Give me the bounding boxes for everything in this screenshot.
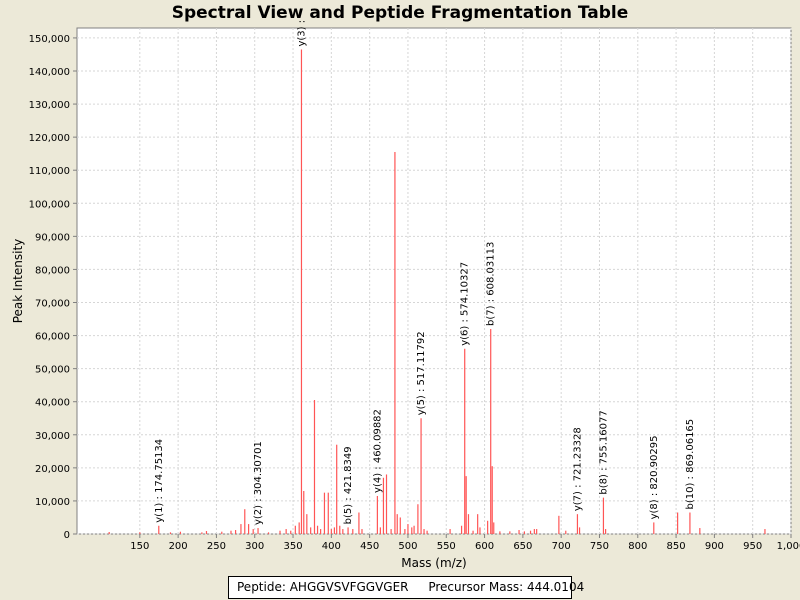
x-tick-label: 150 <box>130 541 149 552</box>
x-tick-label: 650 <box>513 541 532 552</box>
peak-annotation-label: y(7) : 721.23328 <box>572 427 583 511</box>
y-tick-label: 50,000 <box>35 365 70 376</box>
peak-annotation-label: y(2) : 304.30701 <box>253 441 264 525</box>
peak-annotation-label: b(7) : 608.03113 <box>486 242 497 326</box>
x-tick-label: 850 <box>667 541 686 552</box>
grid-lines <box>77 28 792 535</box>
peptide-info-box: Peptide: AHGGVSVFGGVGER Precursor Mass: … <box>228 576 584 599</box>
y-tick-label: 60,000 <box>35 332 70 343</box>
y-tick-label: 70,000 <box>35 298 70 309</box>
y-tick-label: 0 <box>64 530 70 541</box>
x-tick-label: 550 <box>437 541 456 552</box>
y-tick-label: 110,000 <box>29 166 70 177</box>
y-tick-label: 40,000 <box>35 398 70 409</box>
y-axis-ticks: 0 10,000 20,000 30,000 40,000 50,000 60,000 70,… <box>29 34 77 541</box>
peptide-label: Peptide: AHGGVSVFGGVGER <box>237 580 409 594</box>
x-tick-label: 750 <box>590 541 609 552</box>
y-tick-label: 80,000 <box>35 265 70 276</box>
y-tick-label: 90,000 <box>35 232 70 243</box>
y-tick-label: 120,000 <box>29 133 70 144</box>
peak-annotation-label: y(1) : 174.75134 <box>154 439 165 523</box>
x-tick-label: 200 <box>169 541 188 552</box>
peaks-layer <box>108 49 766 534</box>
x-tick-label: 350 <box>283 541 302 552</box>
peak-annotation-label: y(5) : 517.11792 <box>416 331 427 415</box>
peak-annotation-label: y(8) : 820.90295 <box>649 436 660 520</box>
x-axis-label: Mass (m/z) <box>401 556 466 570</box>
chart-title: Spectral View and Peptide Fragmentation … <box>171 3 629 23</box>
peak-annotation-label: y(3) : <box>296 20 307 47</box>
y-tick-label: 100,000 <box>29 199 70 210</box>
y-axis-label: Peak Intensity <box>11 239 25 324</box>
x-tick-label: 800 <box>628 541 647 552</box>
x-tick-label: 300 <box>245 541 264 552</box>
peak-annotation-label: b(5) : 421.8349 <box>343 446 354 524</box>
x-tick-label: 450 <box>360 541 379 552</box>
x-tick-label: 250 <box>207 541 226 552</box>
x-tick-label: 950 <box>743 541 762 552</box>
y-tick-label: 20,000 <box>35 464 70 475</box>
x-tick-label: 500 <box>398 541 417 552</box>
x-tick-label: 600 <box>475 541 494 552</box>
peak-annotation-label: b(10) : 869.06165 <box>685 419 696 510</box>
peak-annotation-label: b(8) : 755.16077 <box>598 410 609 494</box>
y-tick-label: 130,000 <box>29 100 70 111</box>
y-tick-label: 140,000 <box>29 67 70 78</box>
x-axis-ticks: 150 200 250 300 350 400 450 500 550 600 650 700 750 8… <box>130 534 800 552</box>
peak-annotation-label: y(4) : 460.09882 <box>372 409 383 493</box>
peak-annotation-label: y(6) : 574.10327 <box>460 262 471 346</box>
precursor-mass-label: Precursor Mass: 444.0104 <box>428 580 585 594</box>
x-tick-label: 1,000 <box>777 541 800 552</box>
y-tick-label: 10,000 <box>35 497 70 508</box>
annotations-layer: y(1) : 174.75134 y(2) : 304.30701 y(3) : b(… <box>154 20 696 525</box>
y-tick-label: 30,000 <box>35 431 70 442</box>
x-tick-label: 900 <box>705 541 724 552</box>
y-tick-label: 150,000 <box>29 34 70 45</box>
x-tick-label: 700 <box>552 541 571 552</box>
x-tick-label: 400 <box>322 541 341 552</box>
